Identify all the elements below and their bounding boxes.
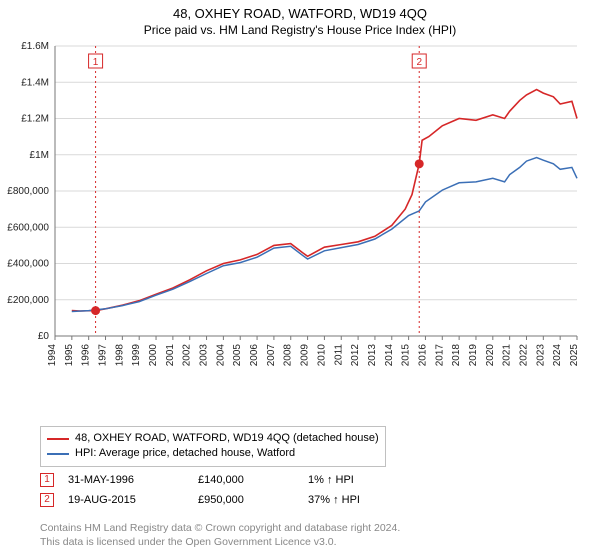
svg-text:2019: 2019 [468,344,479,367]
svg-text:2003: 2003 [199,344,210,367]
legend-item: 48, OXHEY ROAD, WATFORD, WD19 4QQ (detac… [47,431,379,446]
svg-text:£0: £0 [38,331,50,342]
legend-label: HPI: Average price, detached house, Watf… [75,446,295,461]
svg-text:2010: 2010 [316,344,327,367]
svg-text:£400,000: £400,000 [7,259,49,270]
svg-text:£200,000: £200,000 [7,295,49,306]
sale-delta: 1% ↑ HPI [308,474,428,486]
sales-row: 2 19-AUG-2015£950,00037% ↑ HPI [40,490,428,510]
legend: 48, OXHEY ROAD, WATFORD, WD19 4QQ (detac… [40,426,386,467]
svg-text:£1.4M: £1.4M [21,77,49,88]
svg-text:2013: 2013 [367,344,378,367]
svg-text:1997: 1997 [98,344,109,367]
svg-text:£800,000: £800,000 [7,186,49,197]
svg-text:2014: 2014 [384,344,395,367]
svg-text:2: 2 [416,57,422,68]
svg-text:2017: 2017 [434,344,445,367]
svg-text:2015: 2015 [401,344,412,367]
legend-swatch [47,438,69,440]
svg-text:2002: 2002 [182,344,193,367]
svg-text:£1.6M: £1.6M [21,41,49,52]
sale-delta: 37% ↑ HPI [308,494,428,506]
svg-text:1998: 1998 [114,344,125,367]
sale-date: 31-MAY-1996 [68,474,198,486]
svg-text:2024: 2024 [552,344,563,367]
svg-text:2009: 2009 [300,344,311,367]
license-footer: Contains HM Land Registry data © Crown c… [40,522,400,549]
sales-table: 1 31-MAY-1996£140,0001% ↑ HPI 2 19-AUG-2015… [40,470,428,510]
legend-label: 48, OXHEY ROAD, WATFORD, WD19 4QQ (detac… [75,431,379,446]
svg-text:2018: 2018 [451,344,462,367]
svg-text:2025: 2025 [569,344,580,367]
svg-text:2001: 2001 [165,344,176,367]
sales-row: 1 31-MAY-1996£140,0001% ↑ HPI [40,470,428,490]
svg-text:2011: 2011 [333,344,344,366]
footer-line-2: This data is licensed under the Open Gov… [40,536,400,550]
svg-text:2008: 2008 [283,344,294,367]
svg-text:1999: 1999 [131,344,142,367]
legend-item: HPI: Average price, detached house, Watf… [47,446,379,461]
sale-price: £950,000 [198,494,308,506]
svg-text:£1.2M: £1.2M [21,114,49,125]
svg-text:1995: 1995 [64,344,75,367]
svg-text:2006: 2006 [249,344,260,367]
svg-text:£1M: £1M [30,150,49,161]
sale-marker: 2 [40,493,54,507]
svg-text:2012: 2012 [350,344,361,367]
footer-line-1: Contains HM Land Registry data © Crown c… [40,522,400,536]
svg-text:1: 1 [93,57,99,68]
svg-text:2022: 2022 [518,344,529,367]
svg-text:2016: 2016 [417,344,428,367]
svg-text:2005: 2005 [232,344,243,367]
svg-text:1996: 1996 [81,344,92,367]
price-chart: £0 £200,000 £400,000 £600,000 £800,000 £1M £1.… [0,0,600,420]
svg-text:1994: 1994 [47,344,58,367]
legend-swatch [47,453,69,455]
sale-price: £140,000 [198,474,308,486]
svg-text:2020: 2020 [485,344,496,367]
svg-text:£600,000: £600,000 [7,222,49,233]
sale-date: 19-AUG-2015 [68,494,198,506]
svg-text:2000: 2000 [148,344,159,367]
svg-text:2021: 2021 [502,344,513,367]
sale-marker: 1 [40,473,54,487]
svg-text:2023: 2023 [535,344,546,367]
svg-text:2004: 2004 [215,344,226,367]
svg-text:2007: 2007 [266,344,277,367]
